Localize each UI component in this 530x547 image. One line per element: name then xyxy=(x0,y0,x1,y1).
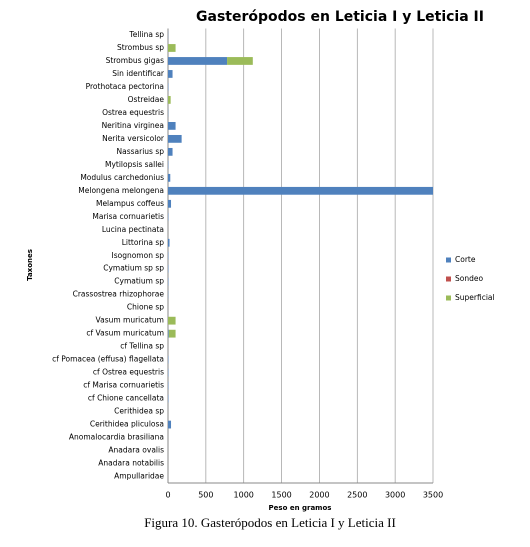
y-tick-label: Sin identificar xyxy=(112,69,165,78)
y-tick-label: Anomalocardia brasiliana xyxy=(69,433,164,442)
bar xyxy=(168,70,173,78)
bar xyxy=(168,134,182,143)
legend-swatch xyxy=(446,295,451,301)
y-tick-label: Cymatium sp xyxy=(114,277,164,286)
x-tick-label: 500 xyxy=(198,491,213,500)
y-tick-label: Nerita versicolor xyxy=(102,134,165,143)
y-tick-label: Marisa cornuarietis xyxy=(92,212,164,221)
y-tick-label: Cerithidea sp xyxy=(114,407,164,416)
y-tick-label: Ostreidae xyxy=(128,95,165,104)
bar xyxy=(168,199,172,208)
y-tick-label: Nassarius sp xyxy=(117,147,165,156)
y-tick-label: Crassostrea rhizophorae xyxy=(73,290,165,299)
bar xyxy=(168,316,176,325)
bar xyxy=(168,57,228,65)
legend-label: Superficial xyxy=(455,293,495,302)
y-tick-label: Anadara ovalis xyxy=(108,446,164,455)
bar xyxy=(168,420,172,429)
y-tick-label: cf Ostrea equestris xyxy=(93,368,164,377)
y-tick-label: Ampullaridae xyxy=(114,472,164,481)
x-tick-label: 0 xyxy=(165,491,170,500)
y-tick-label: Prothotaca pectorina xyxy=(86,82,164,91)
y-tick-label: Neritina virginea xyxy=(102,121,164,130)
y-tick-label: cf Tellina sp xyxy=(120,342,164,351)
legend-swatch xyxy=(446,257,451,263)
y-tick-label: Cerithidea pliculosa xyxy=(90,420,164,429)
x-tick-label: 1000 xyxy=(234,491,254,500)
y-tick-label: Lucina pectinata xyxy=(102,225,164,234)
y-tick-label: Strombus gigas xyxy=(106,56,165,65)
legend-label: Corte xyxy=(455,255,476,264)
y-tick-label: Anadara notabilis xyxy=(98,459,164,468)
y-tick-label: Melongena melongena xyxy=(78,186,164,195)
y-tick-label: Chione sp xyxy=(127,303,164,312)
x-tick-label: 1500 xyxy=(271,491,291,500)
bar xyxy=(168,147,173,156)
bar xyxy=(168,186,433,195)
y-tick-label: cf Chione cancellata xyxy=(88,394,164,403)
y-tick-label: cf Pomacea (effusa) flagellata xyxy=(52,355,164,364)
x-tick-label: 2000 xyxy=(309,491,329,500)
y-tick-label: Modulus carchedonius xyxy=(80,173,164,182)
bar xyxy=(168,238,170,247)
y-tick-label: Mytilopsis sallei xyxy=(105,160,164,169)
y-tick-label: Littorina sp xyxy=(122,238,165,247)
y-tick-label: cf Marisa cornuarietis xyxy=(83,381,164,390)
chart-title: Gasterópodos en Leticia I y Leticia II xyxy=(196,9,484,25)
caption: Figura 10. Gasterópodos en Leticia I y L… xyxy=(144,515,396,530)
x-tick-label: 3500 xyxy=(423,491,443,500)
y-tick-label: cf Vasum muricatum xyxy=(86,329,164,338)
y-axis-label: Taxones xyxy=(26,249,34,281)
x-tick-label: 2500 xyxy=(347,491,367,500)
y-tick-label: Cymatium sp sp xyxy=(103,264,164,273)
y-tick-label: Ostrea equestris xyxy=(102,108,164,117)
bar xyxy=(168,329,176,338)
x-axis-label: Peso en gramos xyxy=(269,504,332,512)
bar xyxy=(168,121,176,130)
bar xyxy=(168,44,176,52)
y-tick-label: Vasum muricatum xyxy=(96,316,164,325)
bar xyxy=(227,57,253,65)
legend-label: Sondeo xyxy=(455,274,483,283)
x-tick-label: 3000 xyxy=(385,491,405,500)
y-tick-label: Isognomon sp xyxy=(111,251,164,260)
y-tick-label: Strombus sp xyxy=(117,43,164,52)
y-tick-label: Tellina sp xyxy=(128,30,164,39)
bar xyxy=(168,96,171,104)
bar xyxy=(168,173,171,182)
bar xyxy=(168,329,169,338)
legend-swatch xyxy=(446,276,451,282)
y-tick-label: Melampus coffeus xyxy=(96,199,164,208)
